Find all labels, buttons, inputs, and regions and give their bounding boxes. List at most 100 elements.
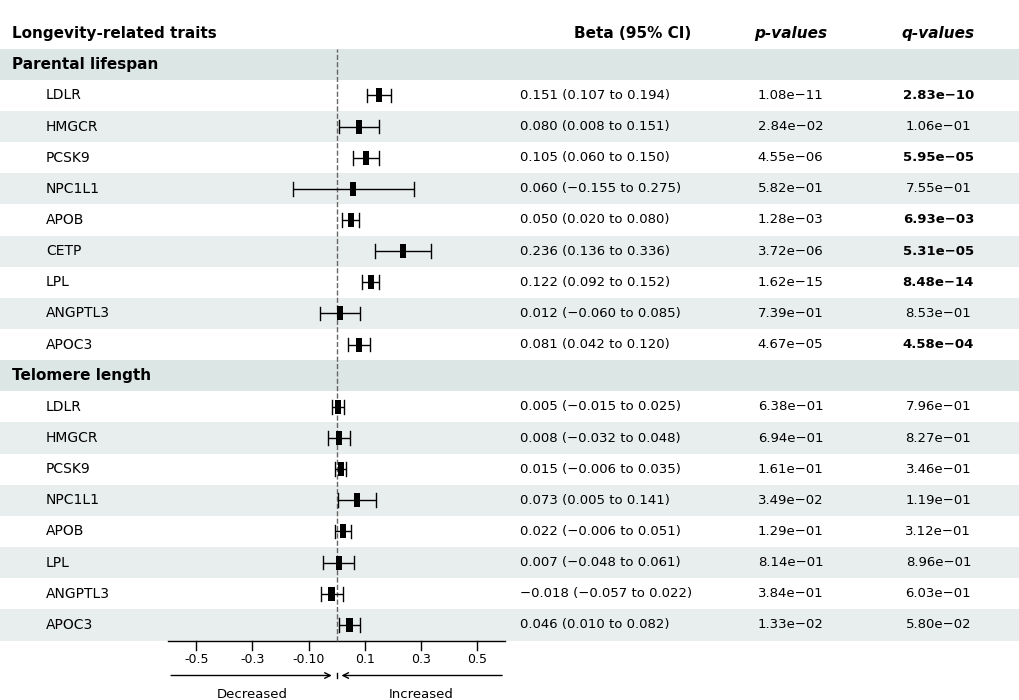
Bar [0,391,1019,423]
Text: 0.008 (−0.032 to 0.048): 0.008 (−0.032 to 0.048) [520,431,680,444]
Bar [0,485,1019,516]
Text: HMGCR: HMGCR [46,120,98,134]
Bar [0,111,1019,142]
Text: 1.06e−01: 1.06e−01 [905,120,970,133]
Text: 0.022 (−0.006 to 0.051): 0.022 (−0.006 to 0.051) [520,525,681,538]
Text: ANGPTL3: ANGPTL3 [46,307,110,321]
Text: LPL: LPL [46,556,69,570]
Bar [0,235,1019,267]
Text: 7.39e−01: 7.39e−01 [757,307,822,320]
Text: 1.61e−01: 1.61e−01 [757,463,822,476]
Text: HMGCR: HMGCR [46,431,98,445]
Text: 0.5: 0.5 [467,653,486,666]
Text: 0.236 (0.136 to 0.336): 0.236 (0.136 to 0.336) [520,244,669,258]
Text: 8.27e−01: 8.27e−01 [905,431,970,444]
Text: 7.96e−01: 7.96e−01 [905,400,970,414]
Bar [376,88,382,102]
Bar [346,618,353,632]
Text: 0.080 (0.008 to 0.151): 0.080 (0.008 to 0.151) [520,120,669,133]
Text: 4.58e−04: 4.58e−04 [902,338,973,351]
Text: 0.3: 0.3 [411,653,430,666]
Bar [354,494,360,508]
Bar [0,174,1019,204]
Text: APOB: APOB [46,213,85,227]
Text: Parental lifespan: Parental lifespan [12,57,159,71]
Text: CETP: CETP [46,244,82,258]
Bar [0,454,1019,484]
Text: p-values: p-values [753,26,826,41]
Text: 4.67e−05: 4.67e−05 [757,338,822,351]
Text: 8.53e−01: 8.53e−01 [905,307,970,320]
Text: Increased: Increased [388,688,452,700]
Text: 0.1: 0.1 [355,653,374,666]
Text: LDLR: LDLR [46,88,82,102]
Text: 3.12e−01: 3.12e−01 [905,525,970,538]
Bar [356,337,362,351]
Bar [0,298,1019,329]
Text: 5.82e−01: 5.82e−01 [757,182,822,195]
Text: 5.80e−02: 5.80e−02 [905,618,970,631]
Bar [0,267,1019,298]
Text: 0.122 (0.092 to 0.152): 0.122 (0.092 to 0.152) [520,276,669,289]
Text: 0.151 (0.107 to 0.194): 0.151 (0.107 to 0.194) [520,89,669,102]
Text: 0.015 (−0.006 to 0.035): 0.015 (−0.006 to 0.035) [520,463,681,476]
Bar [336,307,342,321]
Text: 1.08e−11: 1.08e−11 [757,89,822,102]
Text: 3.49e−02: 3.49e−02 [757,494,822,507]
Text: NPC1L1: NPC1L1 [46,182,100,196]
Bar [356,120,362,134]
Bar [335,556,341,570]
Text: 6.94e−01: 6.94e−01 [757,431,822,444]
Text: ANGPTL3: ANGPTL3 [46,587,110,601]
Text: 3.46e−01: 3.46e−01 [905,463,970,476]
Text: 6.03e−01: 6.03e−01 [905,587,970,601]
Text: 0.073 (0.005 to 0.141): 0.073 (0.005 to 0.141) [520,494,669,507]
Text: 5.95e−05: 5.95e−05 [902,151,973,164]
Text: Telomere length: Telomere length [12,368,151,383]
Text: 0.081 (0.042 to 0.120): 0.081 (0.042 to 0.120) [520,338,669,351]
Bar [351,182,357,196]
Bar [0,329,1019,360]
Text: 6.93e−03: 6.93e−03 [902,214,973,227]
Bar [0,578,1019,609]
Text: 0.050 (0.020 to 0.080): 0.050 (0.020 to 0.080) [520,214,669,227]
Text: -0.10: -0.10 [292,653,324,666]
Text: PCSK9: PCSK9 [46,150,91,164]
Text: -0.3: -0.3 [240,653,264,666]
Bar [335,431,341,445]
Text: 4.55e−06: 4.55e−06 [757,151,822,164]
Text: 0.012 (−0.060 to 0.085): 0.012 (−0.060 to 0.085) [520,307,681,320]
Text: -0.5: -0.5 [183,653,209,666]
Bar [0,49,1019,80]
Bar [368,275,374,289]
Text: 0.007 (−0.048 to 0.061): 0.007 (−0.048 to 0.061) [520,556,680,569]
Text: 3.84e−01: 3.84e−01 [757,587,822,601]
Bar [399,244,406,258]
Bar [328,587,334,601]
Text: 8.96e−01: 8.96e−01 [905,556,970,569]
Text: −0.018 (−0.057 to 0.022): −0.018 (−0.057 to 0.022) [520,587,692,601]
Text: 3.72e−06: 3.72e−06 [757,244,822,258]
Text: APOC3: APOC3 [46,618,93,632]
Text: 6.38e−01: 6.38e−01 [757,400,822,414]
Text: LPL: LPL [46,275,69,289]
Text: 8.48e−14: 8.48e−14 [902,276,973,289]
Bar [337,462,343,476]
Text: 1.33e−02: 1.33e−02 [757,618,822,631]
Text: 1.19e−01: 1.19e−01 [905,494,970,507]
Text: APOC3: APOC3 [46,337,93,351]
Bar [0,18,1019,49]
Bar [0,423,1019,454]
Bar [339,524,345,538]
Text: Longevity-related traits: Longevity-related traits [12,26,217,41]
Bar [0,80,1019,111]
Text: APOB: APOB [46,524,85,538]
Text: 1.28e−03: 1.28e−03 [757,214,822,227]
Text: 0.060 (−0.155 to 0.275): 0.060 (−0.155 to 0.275) [520,182,681,195]
Text: 2.84e−02: 2.84e−02 [757,120,822,133]
Bar [0,360,1019,391]
Bar [0,547,1019,578]
Text: q-values: q-values [901,26,974,41]
Bar [0,609,1019,640]
Bar [334,400,340,414]
